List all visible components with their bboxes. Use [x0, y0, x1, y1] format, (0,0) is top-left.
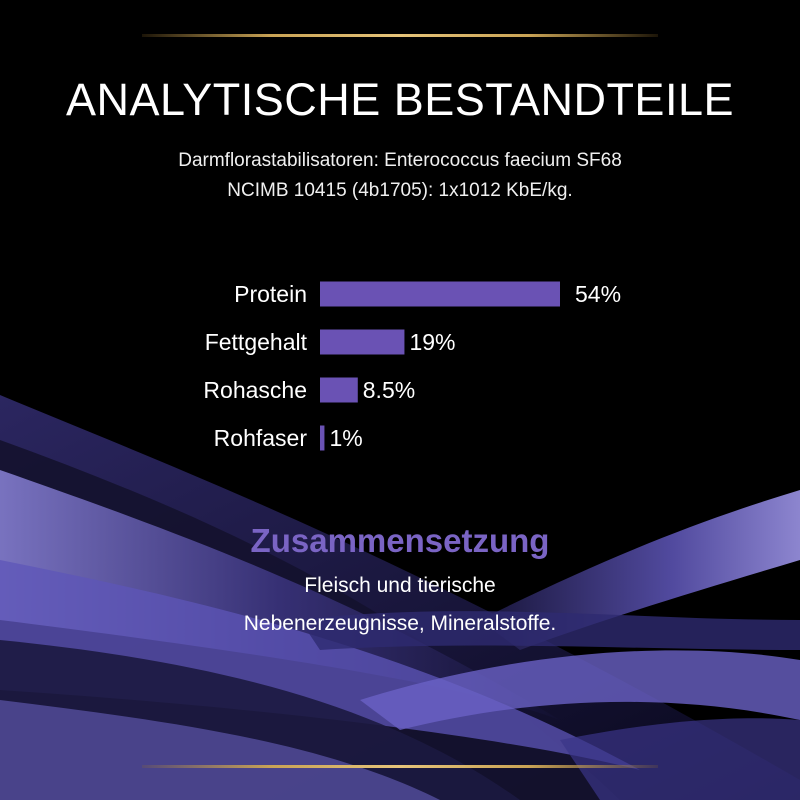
- bar-label-fettgehalt: Fettgehalt: [205, 329, 308, 355]
- subtitle-line-2: NCIMB 10415 (4b1705): 1x1012 KbE/kg.: [227, 180, 573, 201]
- gold-divider-bottom: [142, 765, 658, 768]
- composition-line-1: Fleisch und tierische: [304, 574, 496, 597]
- bar-label-rohasche: Rohasche: [203, 377, 307, 403]
- composition-line-2: Nebenerzeugnisse, Mineralstoffe.: [243, 612, 557, 635]
- gold-divider-top: [142, 34, 658, 37]
- bar-label-protein: Protein: [234, 281, 307, 307]
- bar-fettgehalt: [320, 329, 405, 355]
- bar-label-rohfaser: Rohfaser: [214, 425, 308, 451]
- composition-text: Fleisch und tierische Nebenerzeugnisse, …: [0, 567, 800, 643]
- nutrient-bar-chart: Protein 54% Fettgehalt 19% Rohasche 8.5% Rohfa…: [203, 281, 621, 451]
- bar-rohfaser: [320, 425, 325, 451]
- bar-value-protein: 54%: [575, 281, 621, 307]
- subtitle-line-1: Darmflorastabilisatoren: Enterococcus fa…: [178, 150, 622, 171]
- bar-protein: [320, 281, 560, 307]
- subtitle: Darmflorastabilisatoren: Enterococcus fa…: [0, 146, 800, 206]
- bar-value-rohasche: 8.5%: [363, 377, 415, 403]
- bar-value-rohfaser: 1%: [329, 425, 362, 451]
- bar-value-fettgehalt: 19%: [409, 329, 455, 355]
- composition-heading: Zusammensetzung: [250, 522, 550, 559]
- bar-rohasche: [320, 377, 358, 403]
- page-title: ANALYTISCHE BESTANDTEILE: [66, 74, 734, 125]
